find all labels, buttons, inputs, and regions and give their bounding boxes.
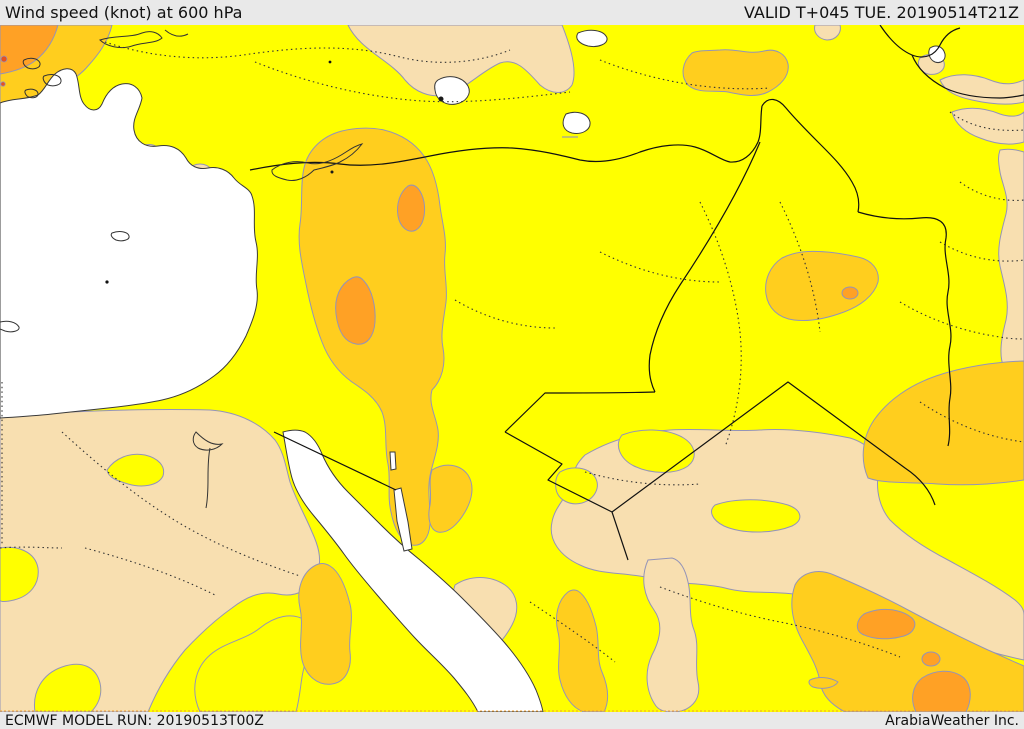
tan-top-notch bbox=[814, 25, 841, 41]
orange-syria-core-1 bbox=[397, 184, 426, 232]
dotted-iraq-1 bbox=[699, 201, 742, 448]
dotted-saudi-1 bbox=[659, 586, 901, 658]
gold-west-redsea bbox=[298, 563, 352, 685]
crete-edge bbox=[0, 320, 20, 333]
sea-layer bbox=[0, 29, 946, 712]
coast-detail-layer bbox=[0, 29, 578, 509]
border-jordan-saudi-zigzag bbox=[504, 431, 629, 561]
dotted-turkey-3 bbox=[599, 59, 771, 90]
border-layer bbox=[249, 25, 1024, 561]
red-speck-2 bbox=[0, 81, 6, 87]
dotted-boundary-layer bbox=[0, 41, 1024, 663]
dotted-iraq-2 bbox=[599, 251, 721, 283]
border-turkey-syria bbox=[249, 105, 763, 171]
orange-se-core-2 bbox=[921, 651, 941, 667]
dotted-egypt-2 bbox=[0, 546, 63, 549]
border-turkey-ne-1 bbox=[879, 25, 961, 58]
aegean-island-1 bbox=[22, 57, 41, 70]
lake-armenia bbox=[576, 29, 608, 47]
mediterranean-sea bbox=[0, 68, 258, 419]
red-speck-layer bbox=[0, 55, 8, 87]
dotted-turkey-2 bbox=[254, 61, 571, 103]
orange-core-layer bbox=[0, 25, 971, 712]
yellow-hole-3 bbox=[711, 499, 801, 533]
orange-nw-corner bbox=[0, 25, 59, 75]
gold-ne-saudi bbox=[862, 360, 1024, 486]
footer-bar: ECMWF MODEL RUN: 20190513T00Z ArabiaWeat… bbox=[0, 712, 1024, 729]
yellow-hole-2 bbox=[555, 467, 598, 505]
yellow-egypt-sw bbox=[33, 663, 102, 712]
gold-east-redsea-column bbox=[555, 589, 609, 712]
gold-se-sliver bbox=[808, 677, 839, 689]
border-turkey-ne-2 bbox=[911, 54, 1024, 99]
lake-tuz-mark bbox=[438, 96, 444, 102]
yellow-egypt-left-notch bbox=[0, 546, 39, 602]
border-egypt-israel bbox=[273, 431, 397, 491]
border-iran-iraq bbox=[857, 211, 952, 447]
branding-label: ArabiaWeather Inc. bbox=[885, 712, 1019, 729]
yellow-overlay-layer bbox=[0, 429, 1024, 712]
orange-syria-core-2 bbox=[335, 276, 376, 345]
dotted-egypt-4 bbox=[84, 547, 216, 596]
nile-river bbox=[205, 447, 211, 509]
tan-ne-blob-2 bbox=[939, 74, 1024, 105]
border-jordan-iraq bbox=[504, 391, 656, 433]
header-bar: Wind speed (knot) at 600 hPa VALID T+045… bbox=[0, 0, 1024, 25]
gold-rutba-blob bbox=[765, 250, 879, 321]
city-dot-2 bbox=[328, 60, 332, 64]
bosphorus-line bbox=[164, 29, 189, 37]
dotted-iran-3 bbox=[939, 241, 1024, 262]
rhodes-island bbox=[110, 231, 130, 242]
tan-mid-right-band bbox=[550, 428, 1024, 661]
aegean-island-2 bbox=[42, 74, 62, 87]
weather-map bbox=[0, 25, 1024, 712]
map-title: Wind speed (knot) at 600 hPa bbox=[5, 3, 243, 22]
tan-ne-blob-3 bbox=[951, 107, 1024, 145]
dead-sea bbox=[389, 451, 397, 471]
gold-nw-saudi bbox=[428, 464, 473, 533]
marmara-coast bbox=[99, 31, 163, 49]
gold-se-band bbox=[791, 571, 1024, 712]
dotted-egypt-3 bbox=[61, 431, 301, 577]
wind-speed-map-canvas bbox=[0, 25, 1024, 712]
orange-se-core-3 bbox=[912, 670, 971, 712]
border-iraq-saudi bbox=[611, 381, 936, 513]
city-dot-1 bbox=[105, 280, 109, 284]
dotted-iran-2 bbox=[959, 181, 1024, 201]
tan-top-band bbox=[347, 25, 575, 97]
red-sea bbox=[282, 429, 544, 712]
orange-se-core-1 bbox=[856, 608, 916, 640]
gold-top-center bbox=[682, 49, 789, 96]
red-speck-1 bbox=[0, 55, 8, 63]
dotted-syria bbox=[454, 299, 556, 329]
dotted-iran-5 bbox=[919, 401, 1024, 443]
dotted-jordan bbox=[584, 471, 701, 486]
model-run-label: ECMWF MODEL RUN: 20190513T00Z bbox=[5, 712, 264, 729]
aegean-island-3 bbox=[24, 88, 39, 99]
border-turkey-iraq-iran bbox=[761, 98, 860, 213]
orange-rutba-dot bbox=[841, 286, 859, 300]
gold-band-layer bbox=[0, 25, 1024, 712]
cyprus-mark bbox=[330, 170, 334, 174]
nile-delta bbox=[192, 431, 224, 451]
lake-van bbox=[562, 111, 591, 134]
tan-egypt-block bbox=[0, 408, 321, 712]
yellow-hole-1 bbox=[618, 429, 695, 473]
cyprus-outline bbox=[271, 143, 364, 181]
valid-time-label: VALID T+045 TUE. 20190514T21Z bbox=[743, 3, 1019, 22]
border-syria-iraq bbox=[648, 141, 761, 393]
lake-tuz bbox=[434, 76, 470, 105]
gulf-of-aqaba bbox=[393, 487, 413, 552]
dotted-iraq-3 bbox=[779, 201, 821, 333]
